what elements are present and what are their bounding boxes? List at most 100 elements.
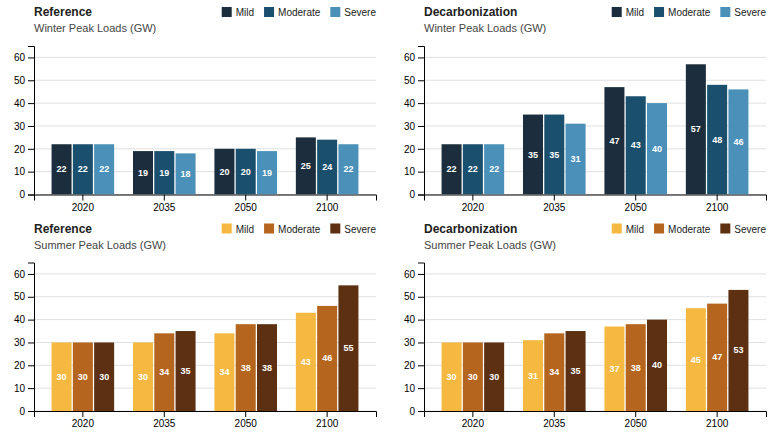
title: Decarbonization [424, 5, 517, 19]
y-axis: 0102030405060 [14, 263, 35, 417]
bar [236, 324, 256, 411]
tick-label: 20 [404, 360, 416, 371]
bar [133, 151, 153, 194]
axis-line [28, 47, 35, 196]
data-label: 30 [468, 372, 478, 382]
legend-label: Severe [734, 224, 766, 235]
x-axis: 2020203520502100 [35, 411, 377, 429]
tick-mark [418, 297, 424, 298]
data-label: 19 [138, 168, 148, 178]
axis-line [425, 412, 767, 418]
bar [686, 64, 706, 194]
data-label: 19 [159, 168, 169, 178]
data-label: 35 [528, 150, 538, 160]
tick: 0 [19, 406, 34, 417]
legend-label: Moderate [668, 7, 711, 18]
tick-label: 2035 [153, 202, 176, 213]
data-label: 19 [262, 168, 272, 178]
data-label: 46 [322, 353, 332, 363]
tick-mark [418, 195, 424, 196]
bars [52, 285, 359, 411]
bar [484, 342, 504, 411]
data-label: 37 [609, 364, 619, 374]
bar [296, 137, 316, 194]
bar [647, 103, 667, 194]
legend-item: Mild [222, 224, 254, 235]
data-label: 18 [181, 169, 191, 179]
tick-mark [28, 365, 34, 366]
data-label: 55 [343, 343, 353, 353]
tick: 50 [14, 291, 34, 302]
bar [296, 313, 316, 411]
tick: 2035 [153, 411, 176, 429]
data-label: 35 [571, 366, 581, 376]
data-label: 47 [609, 136, 619, 146]
bar [544, 115, 564, 195]
bar [626, 96, 646, 194]
tick-label: 40 [14, 98, 26, 109]
tick: 10 [404, 166, 424, 177]
legend: MildModerateSevere [612, 224, 767, 235]
panel: 0102030405060202020352050210030303443303… [14, 222, 377, 430]
bar [686, 308, 706, 411]
legend-swatch [330, 224, 340, 234]
tick-label: 50 [14, 75, 26, 86]
legend-item: Mild [222, 7, 254, 18]
bar [566, 124, 586, 195]
title: Reference [34, 222, 92, 236]
bar [604, 87, 624, 194]
legend-swatch [264, 7, 274, 17]
tick-label: 2100 [316, 202, 339, 213]
bar [176, 153, 196, 194]
tick-label: 10 [404, 166, 416, 177]
data-label: 22 [57, 164, 67, 174]
legend-swatch [612, 224, 622, 234]
tick-mark [28, 274, 34, 275]
subtitle: Winter Peak Loads (GW) [34, 22, 156, 34]
tick: 20 [404, 144, 424, 155]
tick-label: 10 [404, 383, 416, 394]
bar [52, 144, 72, 194]
legend-item: Moderate [654, 7, 711, 18]
data-label: 34 [159, 367, 169, 377]
tick: 2050 [625, 411, 648, 429]
tick-label: 2020 [72, 202, 95, 213]
grid-line [34, 103, 376, 104]
tick: 10 [14, 166, 34, 177]
series [94, 285, 358, 411]
tick-label: 50 [14, 291, 26, 302]
subtitle: Winter Peak Loads (GW) [424, 22, 546, 34]
tick: 50 [14, 75, 34, 86]
bar [154, 333, 174, 411]
tick-label: 2035 [153, 418, 176, 429]
data-label: 43 [301, 357, 311, 367]
grid-line [34, 273, 376, 274]
legend: MildModerateSevere [612, 7, 767, 18]
data-label: 20 [241, 167, 251, 177]
tick-label: 60 [14, 269, 26, 280]
tick: 30 [404, 121, 424, 132]
data-label: 38 [262, 363, 272, 373]
panel: 0102030405060202020352050210022192025221… [14, 5, 377, 213]
data-label: 40 [652, 144, 662, 154]
tick-label: 50 [404, 75, 416, 86]
grid-line [424, 296, 766, 297]
grid-line [424, 80, 766, 81]
bar [317, 306, 337, 411]
data-labels: 303034433034384630353855 [57, 343, 354, 382]
bar [214, 333, 234, 411]
data-label: 57 [691, 124, 701, 134]
tick-label: 20 [14, 144, 26, 155]
series [442, 308, 706, 411]
tick: 2100 [706, 411, 729, 429]
tick-mark [28, 80, 34, 81]
series [463, 85, 727, 195]
tick-mark [28, 388, 34, 389]
tick-label: 20 [404, 144, 416, 155]
y-axis: 0102030405060 [404, 47, 425, 201]
data-labels: 221920252219202422181922 [57, 161, 354, 179]
tick-label: 40 [404, 98, 416, 109]
panel: 0102030405060202020352050210022354757223… [404, 5, 767, 213]
legend-item: Moderate [264, 224, 321, 235]
tick-mark [418, 411, 424, 412]
